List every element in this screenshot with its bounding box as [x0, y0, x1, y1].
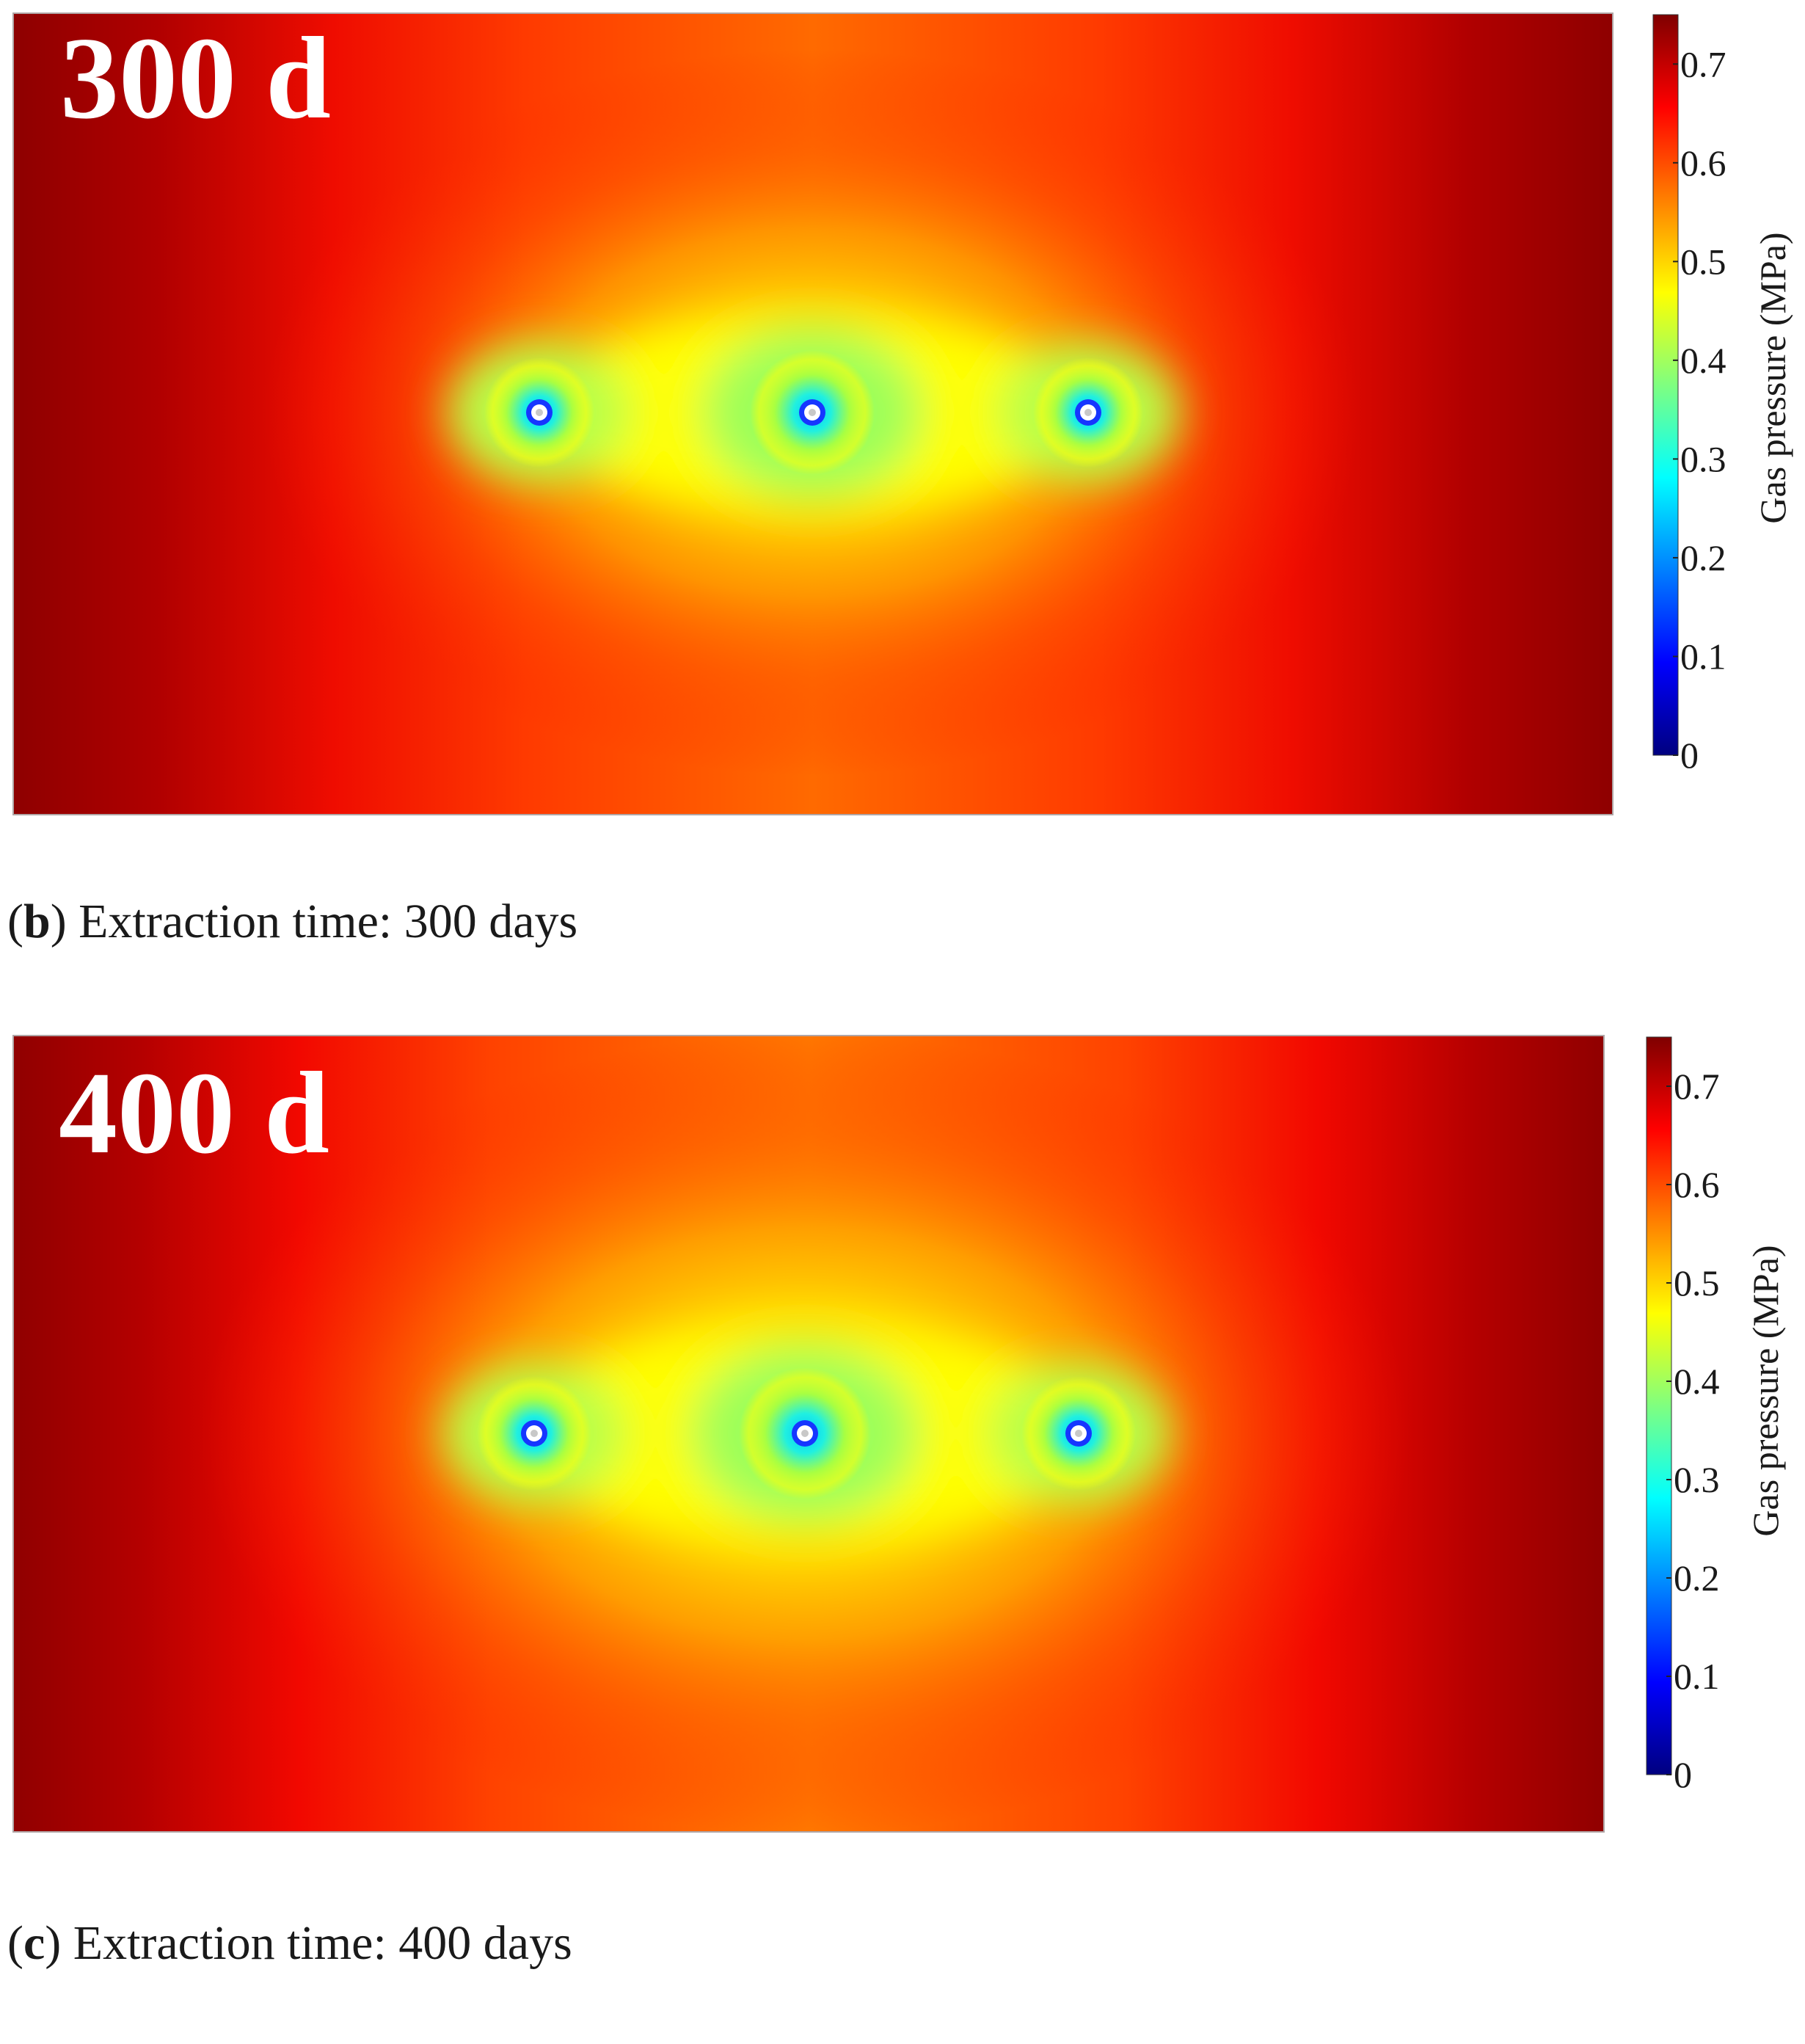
colorbar-label: Gas pressure (MPa): [1752, 232, 1793, 523]
figure-caption: (c) Extraction time: 400 days: [7, 1916, 572, 1971]
heatmap-field: [12, 1035, 1605, 1833]
heatmap-field: [12, 12, 1613, 815]
borehole-2: [739, 1367, 871, 1499]
borehole-3: [1021, 1376, 1136, 1491]
colorbar-tick-label: 0.3: [1674, 1459, 1720, 1500]
caption-paren: (: [7, 1916, 23, 1970]
caption-text: ) Extraction time: 300 days: [50, 895, 578, 948]
colorbar-tick-label: 0.4: [1674, 1361, 1720, 1402]
colorbar-tick-label: 0.2: [1680, 537, 1726, 578]
colorbar-label: Gas pressure (MPa): [1745, 1245, 1786, 1536]
caption-text: ) Extraction time: 400 days: [45, 1916, 572, 1970]
borehole-2: [750, 350, 875, 475]
colorbar-tick-label: 0.6: [1680, 142, 1726, 183]
borehole-1: [484, 357, 594, 468]
colorbar-tick-label: 0.4: [1680, 340, 1726, 381]
colorbar: 0 0.1 0.2 0.3 0.4 0.5 0.6 0.7 Gas pressure (MPa…: [1652, 14, 1793, 776]
colorbar-tick-label: 0.7: [1674, 1066, 1720, 1107]
colorbar-tick-label: 0: [1674, 1754, 1692, 1795]
colorbar-tick-label: 0: [1680, 735, 1699, 776]
caption-letter: b: [23, 895, 51, 948]
heatmap-chart: 400 d 0 0.1 0.2 0.3 0.4 0.5 0.6 0.7 Gas pressur…: [12, 1035, 1786, 1833]
colorbar-tick-label: 0.1: [1680, 636, 1726, 677]
colorbar-tick-label: 0.2: [1674, 1557, 1720, 1599]
panel-time-label: 300 d: [60, 12, 331, 143]
panel-time-label: 400 d: [59, 1047, 329, 1178]
colorbar-tick-label: 0.3: [1680, 438, 1726, 479]
contour-panel-400d: 400 d 0 0.1 0.2 0.3 0.4 0.5 0.6 0.7 Gas pressur…: [0, 1024, 1805, 2044]
borehole-group: [477, 1367, 1136, 1499]
colorbar-tick-label: 0.5: [1674, 1262, 1720, 1303]
colorbar-gradient: [1646, 1036, 1672, 1775]
colorbar-tick-label: 0.6: [1674, 1164, 1720, 1205]
colorbar-tick-label: 0.1: [1674, 1656, 1720, 1697]
figure-caption: (b) Extraction time: 300 days: [7, 894, 577, 950]
contour-panel-300d: 300 d 0 0.1 0.2 0.3 0.4 0.5 0.6 0.7 Gas pressur…: [0, 0, 1805, 1020]
colorbar-tick-label: 0.7: [1680, 43, 1726, 84]
caption-paren: (: [7, 895, 23, 948]
caption-letter: c: [23, 1916, 45, 1970]
borehole-1: [477, 1376, 591, 1491]
colorbar-ticks: 0 0.1 0.2 0.3 0.4 0.5 0.6 0.7: [1673, 43, 1726, 776]
colorbar: 0 0.1 0.2 0.3 0.4 0.5 0.6 0.7 Gas pressure (MPa…: [1646, 1036, 1786, 1795]
borehole-3: [1033, 357, 1143, 468]
colorbar-ticks: 0 0.1 0.2 0.3 0.4 0.5 0.6 0.7: [1666, 1066, 1720, 1795]
colorbar-tick-label: 0.5: [1680, 241, 1726, 282]
borehole-group: [484, 350, 1143, 475]
heatmap-chart: 300 d 0 0.1 0.2 0.3 0.4 0.5 0.6 0.7 Gas pressur…: [12, 12, 1793, 815]
colorbar-gradient: [1652, 14, 1679, 756]
